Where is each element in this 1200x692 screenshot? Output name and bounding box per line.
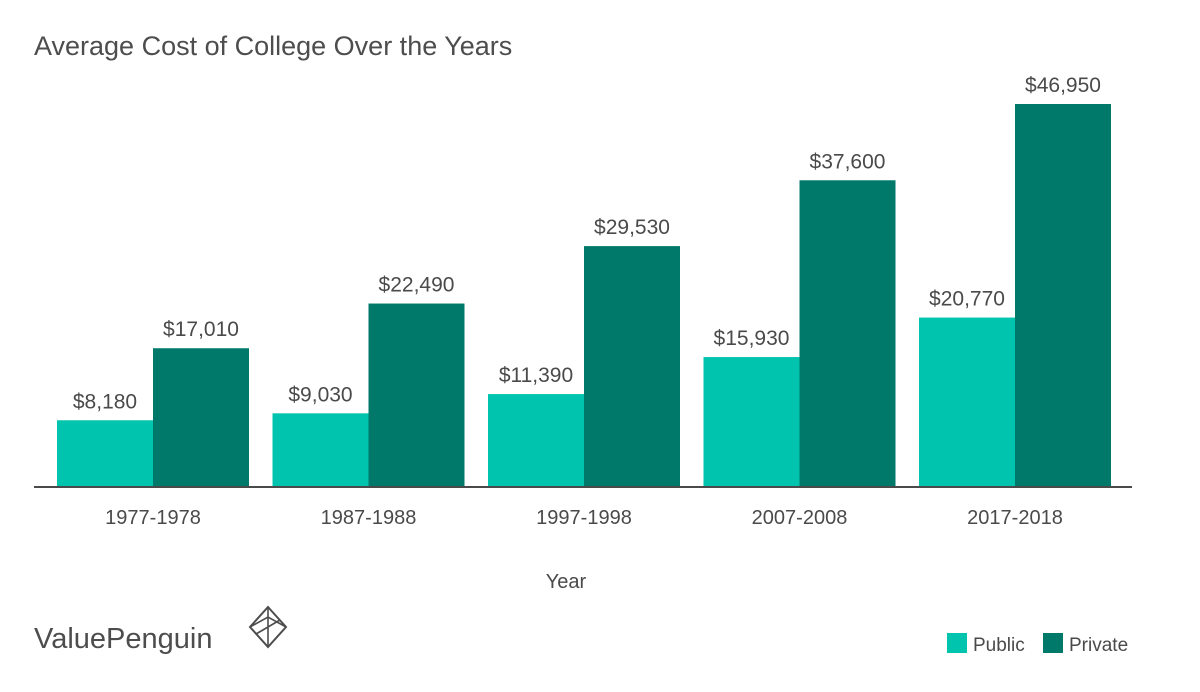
valuepenguin-logo-icon bbox=[248, 605, 288, 649]
x-tick-labels: 1977-1978 1987-1988 1997-1998 2007-2008 2017… bbox=[105, 507, 1063, 529]
bar-public-2007-2008 bbox=[703, 357, 800, 487]
legend: Public Private bbox=[947, 633, 1128, 656]
bar-private-1997-1998 bbox=[584, 246, 680, 487]
bar-private-2007-2008 bbox=[799, 180, 896, 488]
value-label-public-2017-2018: $20,770 bbox=[929, 288, 1005, 311]
value-label-public-1997-1998: $11,390 bbox=[499, 364, 573, 387]
value-label-private-2017-2018: $46,950 bbox=[1025, 74, 1101, 97]
bar-private-1987-1988 bbox=[368, 303, 465, 487]
x-axis-label: Year bbox=[546, 571, 587, 593]
bar-public-2017-2018 bbox=[919, 317, 1015, 487]
value-label-public-1977-1978: $8,180 bbox=[73, 390, 137, 413]
bar-private-2017-2018 bbox=[1015, 104, 1111, 487]
value-label-public-1987-1988: $9,030 bbox=[288, 383, 352, 406]
value-label-private-1997-1998: $29,530 bbox=[594, 216, 670, 239]
legend-label-public: Public bbox=[973, 635, 1025, 656]
brand-name: ValuePenguin bbox=[34, 623, 212, 655]
value-label-public-2007-2008: $15,930 bbox=[714, 327, 790, 350]
legend-swatch-public bbox=[947, 633, 967, 653]
x-tick-label-1987-1988: 1987-1988 bbox=[321, 507, 417, 529]
bar-public-1997-1998 bbox=[488, 394, 584, 487]
x-tick-label-2007-2008: 2007-2008 bbox=[752, 507, 848, 529]
value-label-private-1977-1978: $17,010 bbox=[163, 318, 239, 341]
legend-swatch-private bbox=[1043, 633, 1063, 653]
legend-label-private: Private bbox=[1069, 635, 1128, 656]
bars-group bbox=[57, 104, 1111, 488]
value-label-private-2007-2008: $37,600 bbox=[810, 150, 886, 173]
x-tick-label-1997-1998: 1997-1998 bbox=[536, 507, 632, 529]
chart-title: Average Cost of College Over the Years bbox=[34, 31, 512, 61]
x-tick-label-1977-1978: 1977-1978 bbox=[105, 507, 201, 529]
bar-private-1977-1978 bbox=[153, 348, 249, 487]
bar-public-1977-1978 bbox=[57, 420, 153, 487]
value-label-private-1987-1988: $22,490 bbox=[379, 274, 455, 297]
x-tick-label-2017-2018: 2017-2018 bbox=[967, 507, 1063, 529]
bar-public-1987-1988 bbox=[272, 413, 369, 487]
value-labels-group: $8,180 $17,010 $9,030 $22,490 $11,390 $29,530… bbox=[73, 74, 1101, 413]
